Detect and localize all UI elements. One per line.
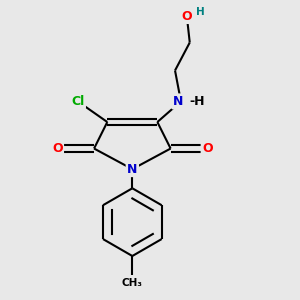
Text: O: O [182,10,192,22]
Text: -H: -H [189,95,205,108]
Text: Cl: Cl [71,95,85,108]
Text: H: H [196,8,204,17]
Text: N: N [173,95,183,108]
Text: CH₃: CH₃ [122,278,143,288]
Text: O: O [202,142,213,155]
Text: N: N [127,163,137,176]
Text: O: O [52,142,63,155]
